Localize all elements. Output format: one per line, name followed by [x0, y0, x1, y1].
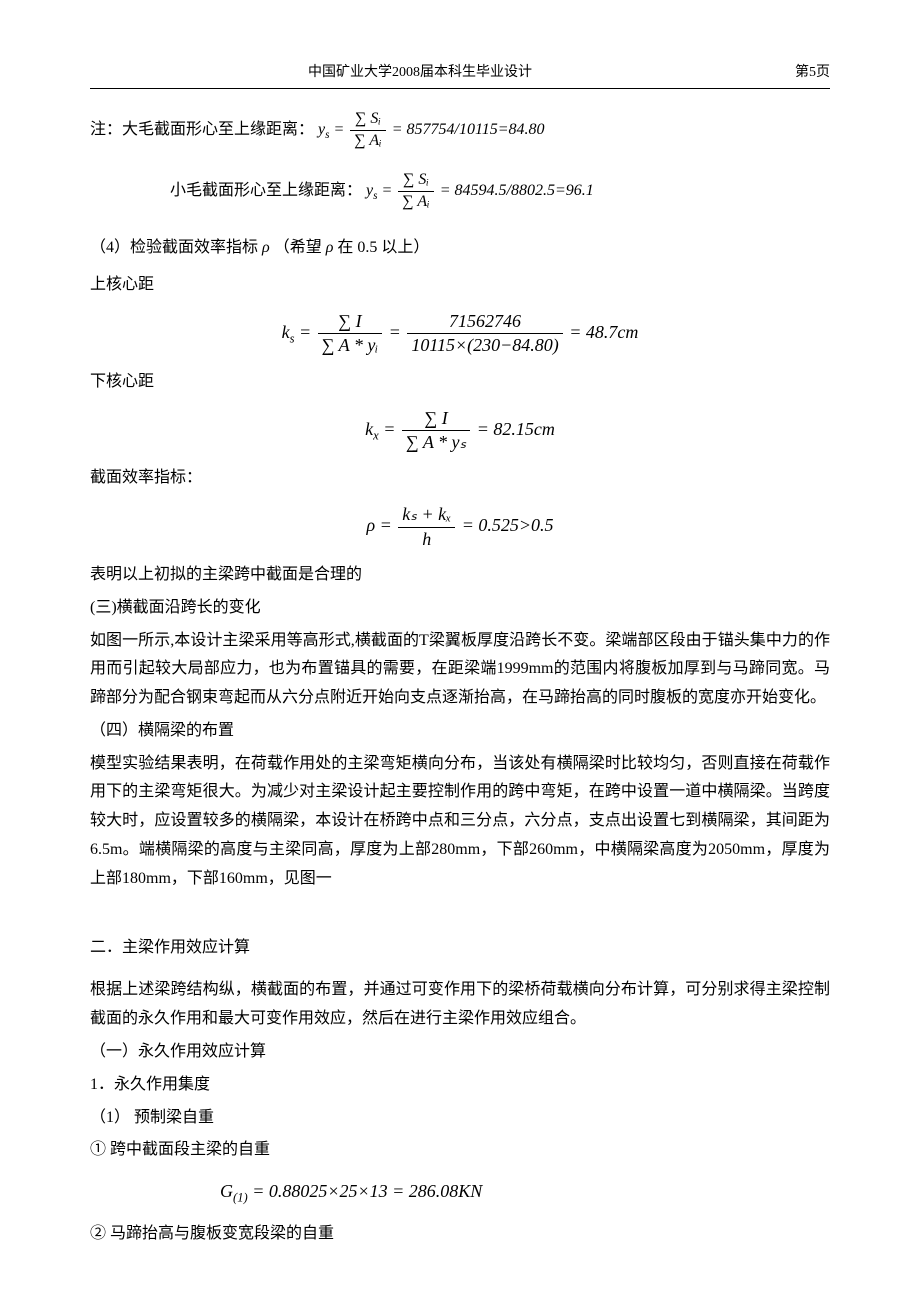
formula-g1: G(1) = 0.88025×25×13 = 286.08KN [90, 1175, 830, 1209]
formula-kx: kx = ∑ I ∑ A * yₛ = 82.15cm [90, 407, 830, 455]
note1-formula: ys = ∑ Sᵢ ∑ Aᵢ = 857754/10115=84.80 [318, 121, 545, 138]
page-number: 第5页 [750, 60, 830, 85]
upper-core-label: 上核心距 [90, 271, 830, 300]
lower-core-label: 下核心距 [90, 368, 830, 397]
item-1-1: （1） 预制梁自重 [90, 1104, 830, 1133]
note-small-section: 小毛截面形心至上缘距离： ys = ∑ Sᵢ ∑ Aᵢ = 84594.5/88… [90, 170, 830, 213]
reasonable-statement: 表明以上初拟的主梁跨中截面是合理的 [90, 561, 830, 590]
section-two-body: 根据上述梁跨结构纵，横截面的布置，并通过可变作用下的梁桥荷载横向分布计算，可分别… [90, 976, 830, 1034]
section-three-body: 如图一所示,本设计主梁采用等高形式,横截面的T梁翼板厚度沿跨长不变。梁端部区段由… [90, 627, 830, 713]
note1-prefix: 注：大毛截面形心至上缘距离： [90, 121, 314, 138]
main-section-two: 二．主梁作用效应计算 [90, 934, 830, 963]
note2-prefix: 小毛截面形心至上缘距离： [170, 182, 362, 199]
item-circle-2: ② 马蹄抬高与腹板变宽段梁的自重 [90, 1220, 830, 1249]
section-four-title: （四）横隔梁的布置 [90, 717, 830, 746]
subsection-one: （一）永久作用效应计算 [90, 1038, 830, 1067]
formula-ks: ks = ∑ I ∑ A * yᵢ = 71562746 10115×(230−… [90, 310, 830, 358]
page-header: 中国矿业大学2008届本科生毕业设计 第5页 [90, 60, 830, 89]
item-circle-1: ① 跨中截面段主梁的自重 [90, 1136, 830, 1165]
formula-rho: ρ = kₛ + kₓ h = 0.525>0.5 [90, 503, 830, 551]
section-four-body: 模型实验结果表明，在荷载作用处的主梁弯矩横向分布，当该处有横隔梁时比较均匀，否则… [90, 750, 830, 894]
section-three-title: (三)横截面沿跨长的变化 [90, 594, 830, 623]
efficiency-label: 截面效率指标： [90, 464, 830, 493]
item-1: 1．永久作用集度 [90, 1071, 830, 1100]
note-large-section: 注：大毛截面形心至上缘距离： ys = ∑ Sᵢ ∑ Aᵢ = 857754/1… [90, 109, 830, 152]
note2-formula: ys = ∑ Sᵢ ∑ Aᵢ = 84594.5/8802.5=96.1 [366, 182, 594, 199]
section4-title: （4）检验截面效率指标 ρ （希望 ρ 在 0.5 以上） [90, 234, 830, 263]
header-title: 中国矿业大学2008届本科生毕业设计 [90, 60, 750, 85]
